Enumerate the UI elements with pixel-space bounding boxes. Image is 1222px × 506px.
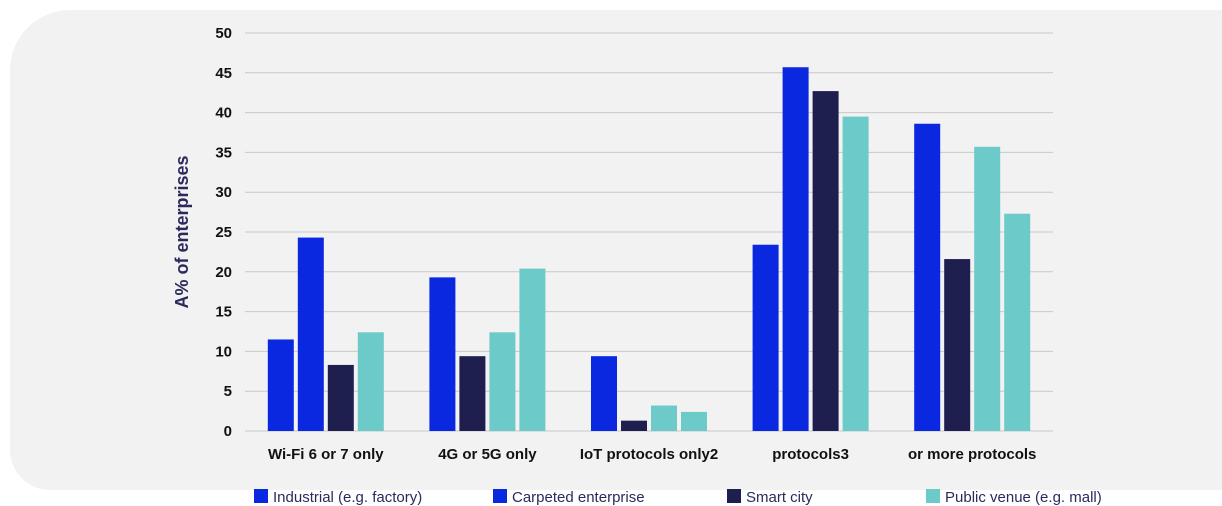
y-tick-label: 5 (224, 383, 232, 400)
bar (297, 237, 324, 431)
bar (357, 332, 384, 431)
y-tick-label: 50 (215, 25, 232, 42)
y-tick-label: 10 (215, 343, 232, 360)
x-category-label: or more protocols (908, 446, 1036, 463)
bars (267, 67, 1031, 431)
legend-swatch (926, 489, 940, 503)
legend: Industrial (e.g. factory) Carpeted enterp… (254, 489, 1102, 506)
bar (842, 116, 869, 431)
bar (681, 411, 707, 431)
x-category-label: IoT protocols only2 (580, 446, 718, 463)
legend-swatch (254, 489, 268, 503)
legend-label: Carpeted enterprise (512, 489, 645, 506)
bar (812, 91, 839, 431)
y-tick-label: 15 (215, 304, 232, 321)
y-tick-label: 45 (215, 65, 232, 82)
y-tick-label: 25 (215, 224, 232, 241)
y-tick-label: 20 (215, 264, 232, 281)
bar (944, 259, 971, 431)
y-axis-ticks: 0 5 10 15 20 25 30 35 40 45 50 (215, 25, 232, 440)
legend-label: Smart city (746, 489, 813, 506)
x-axis-labels: Wi-Fi 6 or 7 only 4G or 5G only IoT protoc… (268, 446, 1036, 463)
bar (591, 356, 617, 431)
bar (974, 146, 1001, 431)
bar (914, 123, 941, 431)
y-tick-label: 35 (215, 144, 232, 161)
x-category-label: Wi-Fi 6 or 7 only (268, 446, 384, 463)
bar (327, 364, 354, 431)
x-category-label: 4G or 5G only (438, 446, 537, 463)
bar (267, 339, 294, 431)
bar (459, 356, 486, 431)
x-category-label: protocols3 (772, 446, 849, 463)
legend-label: Public venue (e.g. mall) (945, 489, 1102, 506)
bar (429, 277, 456, 431)
bar (782, 67, 809, 431)
bar (651, 405, 677, 431)
bar (621, 420, 647, 431)
legend-label: Industrial (e.g. factory) (273, 489, 422, 506)
legend-swatch (493, 489, 507, 503)
legend-swatch (727, 489, 741, 503)
y-tick-label: 0 (224, 423, 232, 440)
bar (752, 244, 779, 431)
y-tick-label: 40 (215, 105, 232, 122)
bar (1004, 213, 1031, 431)
y-tick-label: 30 (215, 184, 232, 201)
bar (489, 332, 516, 431)
y-axis-label: A% of enterprises (172, 155, 192, 308)
bar (519, 268, 546, 431)
